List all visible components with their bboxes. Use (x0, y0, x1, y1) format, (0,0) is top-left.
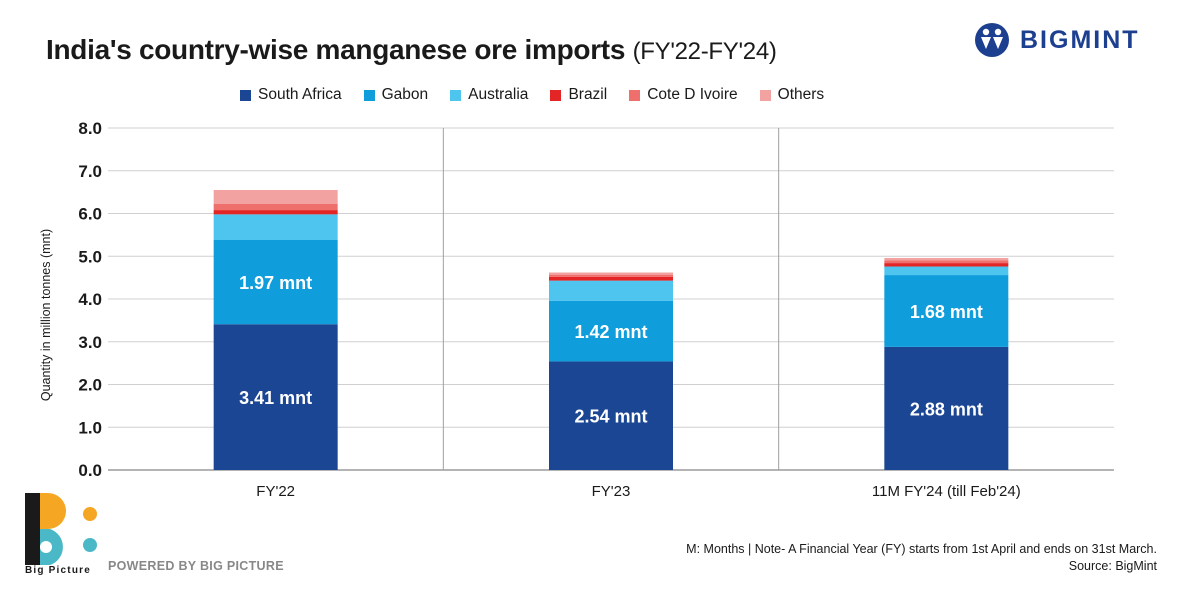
y-tick-label: 4.0 (78, 290, 102, 309)
bar-segment (213, 240, 338, 325)
bar-segment (213, 203, 338, 211)
bar-segment (213, 189, 338, 204)
legend-item-others: Others (759, 86, 825, 104)
bar-segment (213, 324, 338, 470)
legend-item-gabon: Gabon (363, 86, 429, 104)
legend-label: Others (777, 86, 825, 103)
y-tick-label: 7.0 (78, 162, 102, 181)
x-tick-label: 11M FY'24 (till Feb'24) (872, 483, 1021, 500)
bar-segment (549, 280, 673, 301)
legend-swatch (240, 89, 251, 101)
data-label: 2.54 mnt (574, 407, 647, 427)
big-picture-logo (25, 493, 97, 565)
bar-segment (549, 272, 673, 275)
bar-segment (884, 346, 1009, 470)
legend-label: Australia (468, 86, 529, 103)
y-tick-label: 6.0 (78, 205, 102, 224)
legend-swatch (759, 89, 771, 101)
legend-swatch (450, 89, 462, 101)
legend-swatch (629, 89, 641, 101)
bar-segment (884, 266, 1009, 276)
bigmint-logo: BIGMINT (974, 22, 1140, 58)
bar-segment (884, 275, 1009, 347)
powered-by-text: POWERED BY BIG PICTURE (108, 559, 284, 573)
x-tick-label: FY'23 (592, 483, 631, 500)
data-label: 3.41 mnt (239, 388, 312, 408)
data-label: 2.88 mnt (910, 399, 983, 419)
legend-item-south-africa: South Africa (240, 86, 342, 104)
legend-label: Cote D Ivoire (647, 86, 738, 103)
legend-item-australia: Australia (450, 86, 528, 104)
bar-segment (549, 300, 673, 362)
y-tick-label: 0.0 (78, 461, 102, 480)
x-tick-label: FY'22 (256, 483, 295, 500)
bigmint-logo-text: BIGMINT (1020, 25, 1140, 54)
bar-segment (549, 361, 673, 470)
legend-swatch (363, 89, 375, 101)
bar-segment (884, 263, 1009, 267)
y-tick-label: 8.0 (78, 119, 102, 138)
y-tick-label: 2.0 (78, 376, 102, 395)
legend-swatch (550, 89, 562, 101)
legend-item-cote-d-ivoire: Cote D Ivoire (629, 86, 738, 104)
y-tick-label: 5.0 (78, 247, 102, 266)
y-axis-label: Quantity in million tonnes (mnt) (39, 228, 53, 402)
big-picture-logo-caption: Big Picture (25, 565, 91, 576)
bar-segment (884, 260, 1009, 264)
footnote-source: Source: BigMint (1068, 559, 1157, 573)
legend-label: South Africa (258, 86, 342, 103)
chart-legend: South Africa Gabon Australia Brazil Cote… (240, 86, 846, 104)
chart-title: India's country-wise manganese ore impor… (46, 34, 777, 66)
data-label: 1.97 mnt (239, 273, 312, 293)
legend-label: Brazil (568, 86, 608, 103)
y-tick-label: 1.0 (78, 418, 102, 437)
bar-segment (884, 257, 1009, 261)
footnote: M: Months | Note- A Financial Year (FY) … (686, 541, 1157, 575)
data-label: 1.42 mnt (574, 322, 647, 342)
data-label: 1.68 mnt (910, 302, 983, 322)
chart-subtitle: (FY'22-FY'24) (632, 38, 777, 65)
legend-item-brazil: Brazil (550, 86, 607, 104)
bar-segment (213, 210, 338, 215)
legend-label: Gabon (381, 86, 429, 103)
chart-title-main: India's country-wise manganese ore impor… (46, 34, 626, 65)
bar-segment (213, 214, 338, 241)
bigmint-logo-icon (975, 23, 1009, 57)
y-tick-label: 3.0 (78, 333, 102, 352)
footnote-note: M: Months | Note- A Financial Year (FY) … (686, 542, 1157, 556)
bar-segment (549, 276, 673, 281)
bar-segment (549, 274, 673, 277)
